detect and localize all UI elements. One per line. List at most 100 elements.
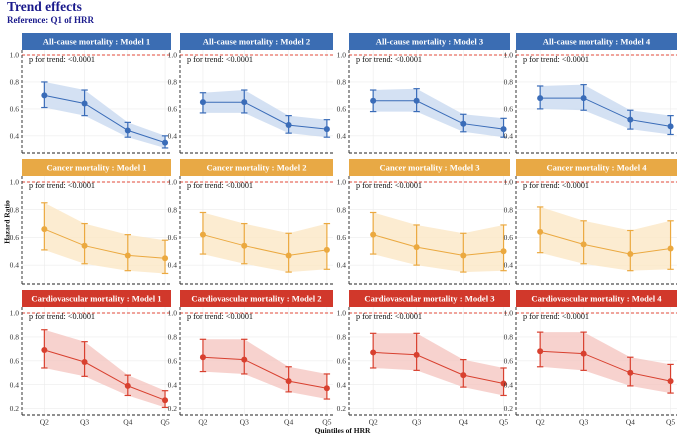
y-tick-label: 1.0	[337, 178, 347, 187]
y-tick-label: 0.4	[10, 131, 20, 140]
panel: Cardiovascular mortality : Model 3 0.2 0.4…	[337, 290, 510, 427]
data-point	[199, 354, 206, 361]
data-point	[460, 252, 467, 259]
panel-strip	[22, 33, 171, 50]
y-tick-label: 1.0	[168, 178, 178, 187]
confidence-band	[373, 88, 504, 138]
panel-title: Cancer mortality : Model 4	[546, 163, 647, 173]
y-tick-label: 0.6	[337, 356, 347, 365]
confidence-band	[44, 202, 165, 274]
data-point	[580, 350, 587, 357]
data-point	[323, 246, 330, 253]
series-line	[44, 349, 166, 401]
y-tick-label: 0.8	[504, 78, 514, 87]
data-point	[413, 97, 420, 104]
x-tick-label: Q3	[80, 418, 89, 427]
panel: Cardiovascular mortality : Model 2 0.2 0.4…	[168, 290, 333, 427]
y-tick-label: 0.6	[337, 104, 347, 113]
x-tick-label: Q5	[322, 418, 331, 427]
y-tick-label: 0.8	[504, 205, 514, 214]
p-trend-annotation: p for trend: <0.0001	[29, 181, 95, 190]
p-trend-annotation: p for trend: <0.0001	[187, 312, 253, 321]
data-point	[627, 116, 634, 123]
data-point	[241, 242, 248, 249]
panel-strip	[516, 290, 677, 307]
panel-title: Cardiovascular mortality : Model 3	[364, 294, 494, 304]
panel-strip	[516, 159, 677, 176]
y-tick-label: 0.2	[337, 404, 347, 413]
data-point	[124, 382, 131, 389]
y-tick-label: 0.4	[168, 380, 178, 389]
panel: Cancer mortality : Model 3 0.4 0.6 0.8 1.0 p …	[337, 159, 510, 285]
p-trend-annotation: p for trend: <0.0001	[356, 181, 422, 190]
panel-title: All-cause mortality : Model 4	[543, 37, 651, 47]
panel: All-cause mortality : Model 1 0.4 0.6 0.8 1.…	[10, 33, 171, 154]
y-tick-label: 0.8	[10, 78, 20, 87]
series-line	[44, 94, 166, 144]
data-point	[460, 120, 467, 127]
y-tick-label: 0.6	[337, 233, 347, 242]
x-tick-label: Q5	[666, 418, 675, 427]
x-tick-label: Q2	[369, 418, 378, 427]
data-point	[667, 123, 674, 130]
error-bar	[323, 222, 331, 270]
panel: Cardiovascular mortality : Model 1 0.2 0.4…	[10, 290, 171, 427]
data-point	[41, 92, 48, 99]
y-tick-label: 1.0	[10, 178, 20, 187]
panel-title: Cancer mortality : Model 1	[46, 163, 146, 173]
error-bar	[667, 220, 674, 270]
panel-strip	[349, 33, 510, 50]
data-point	[285, 378, 292, 385]
data-point	[460, 372, 467, 379]
y-tick-label: 1.0	[504, 309, 514, 318]
p-trend-annotation: p for trend: <0.0001	[187, 181, 253, 190]
y-tick-label: 1.0	[337, 51, 347, 60]
p-trend-annotation: p for trend: <0.0001	[356, 55, 422, 64]
error-bar	[627, 229, 634, 272]
series-line	[540, 350, 671, 382]
data-point	[500, 126, 507, 133]
y-tick-label: 0.6	[168, 104, 178, 113]
confidence-band	[540, 84, 671, 135]
data-point	[537, 95, 544, 102]
panel: All-cause mortality : Model 4 0.4 0.6 0.8 1.…	[504, 33, 677, 154]
y-tick-label: 0.8	[337, 333, 347, 342]
data-point	[162, 397, 169, 404]
x-tick-label: Q4	[284, 418, 293, 427]
y-tick-label: 0.6	[504, 356, 514, 365]
panel-title: Cancer mortality : Model 3	[379, 163, 479, 173]
figure-subtitle: Reference: Q1 of HRR	[7, 15, 95, 25]
data-point	[323, 126, 330, 133]
data-point	[323, 385, 330, 392]
y-tick-label: 1.0	[504, 51, 514, 60]
data-point	[199, 99, 206, 106]
series-line	[202, 356, 327, 389]
data-point	[81, 100, 88, 107]
panel: Cancer mortality : Model 1 0.4 0.6 0.8 1.0 p …	[10, 159, 171, 285]
panel: Cancer mortality : Model 2 0.4 0.6 0.8 1.0 p …	[168, 159, 333, 285]
data-point	[199, 231, 206, 238]
y-tick-label: 0.8	[10, 205, 20, 214]
y-tick-label: 1.0	[337, 309, 347, 318]
y-tick-label: 1.0	[504, 178, 514, 187]
x-tick-label: Q4	[123, 418, 132, 427]
p-trend-annotation: p for trend: <0.0001	[29, 55, 95, 64]
data-point	[124, 252, 131, 259]
panel-strip	[180, 159, 333, 176]
series-line	[202, 234, 327, 256]
y-tick-label: 0.8	[168, 78, 178, 87]
panel-strip	[349, 159, 510, 176]
confidence-band	[202, 90, 327, 138]
x-tick-label: Q5	[499, 418, 508, 427]
x-tick-label: Q2	[198, 418, 207, 427]
panel-strip	[180, 290, 333, 307]
y-tick-label: 0.8	[168, 333, 178, 342]
y-tick-label: 0.4	[168, 261, 178, 270]
series-line	[373, 351, 504, 384]
y-tick-label: 1.0	[10, 51, 20, 60]
panel-title: Cardiovascular mortality : Model 2	[191, 294, 321, 304]
y-tick-label: 0.2	[10, 404, 20, 413]
data-point	[162, 139, 169, 146]
series-line	[539, 231, 671, 255]
